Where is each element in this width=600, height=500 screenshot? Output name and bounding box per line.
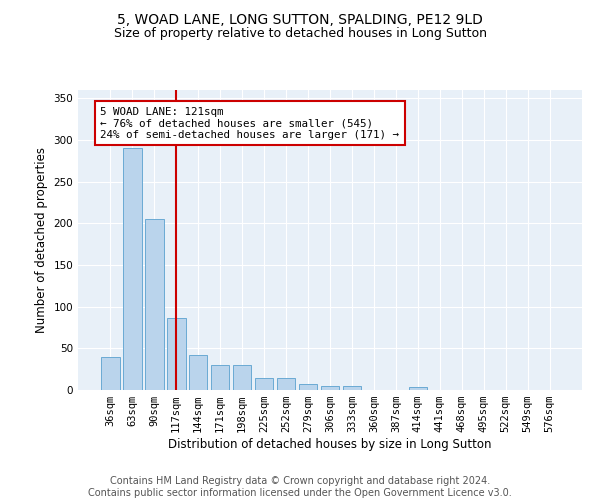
Bar (409, 386, 427, 390)
Bar (167, 318, 185, 390)
Bar (101, 356, 119, 390)
Bar (320, 386, 340, 390)
Bar (189, 355, 208, 390)
Bar (145, 219, 164, 390)
Bar (299, 384, 317, 390)
Y-axis label: Number of detached properties: Number of detached properties (35, 147, 48, 333)
Bar (123, 148, 142, 390)
Bar (255, 378, 274, 390)
Bar (211, 365, 229, 390)
Text: Size of property relative to detached houses in Long Sutton: Size of property relative to detached ho… (113, 28, 487, 40)
Text: Contains HM Land Registry data © Crown copyright and database right 2024.
Contai: Contains HM Land Registry data © Crown c… (88, 476, 512, 498)
Text: 5 WOAD LANE: 121sqm
← 76% of detached houses are smaller (545)
24% of semi-detac: 5 WOAD LANE: 121sqm ← 76% of detached ho… (100, 106, 400, 140)
Bar (277, 378, 295, 390)
X-axis label: Distribution of detached houses by size in Long Sutton: Distribution of detached houses by size … (168, 438, 492, 451)
Bar (233, 365, 251, 390)
Bar (343, 386, 361, 390)
Text: 5, WOAD LANE, LONG SUTTON, SPALDING, PE12 9LD: 5, WOAD LANE, LONG SUTTON, SPALDING, PE1… (117, 12, 483, 26)
